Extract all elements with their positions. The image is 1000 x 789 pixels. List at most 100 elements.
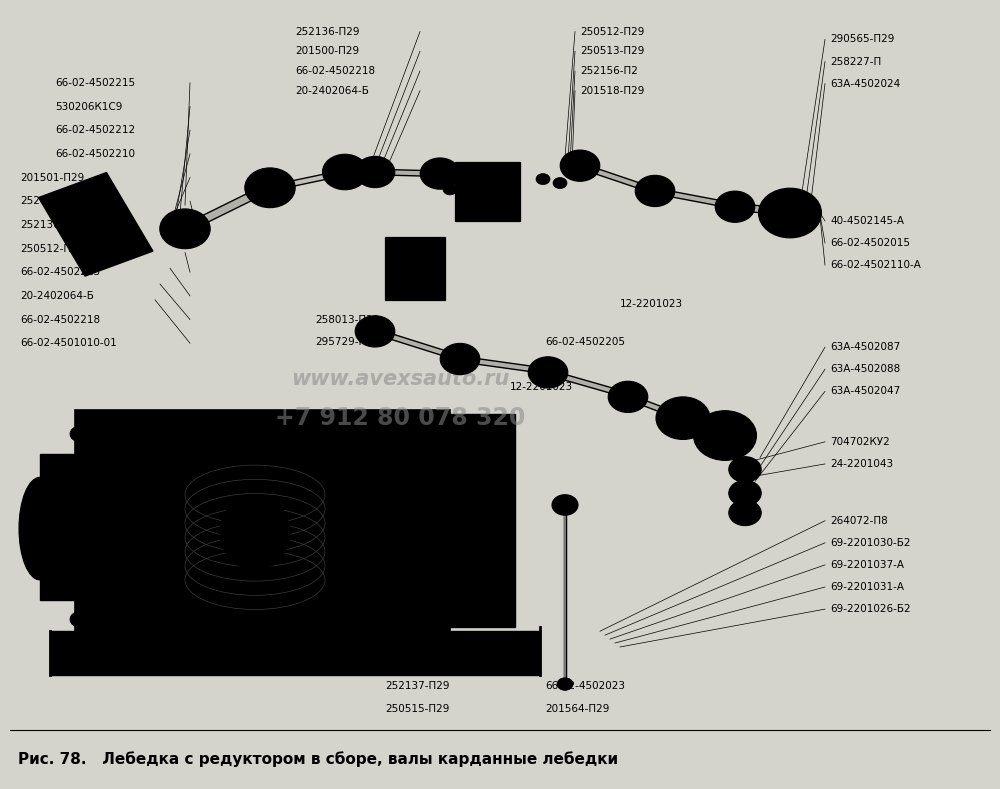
Text: 250512-П29: 250512-П29 [20, 244, 84, 253]
Circle shape [355, 156, 395, 188]
Ellipse shape [173, 216, 182, 226]
Ellipse shape [577, 169, 583, 176]
Text: 252006-П29: 252006-П29 [20, 196, 84, 206]
Circle shape [569, 157, 591, 174]
Ellipse shape [562, 163, 572, 168]
Ellipse shape [720, 419, 730, 431]
Ellipse shape [340, 160, 347, 169]
Ellipse shape [164, 229, 176, 236]
Text: 201564-П29: 201564-П29 [545, 704, 609, 713]
Ellipse shape [354, 169, 366, 174]
Text: 66-02-4502015: 66-02-4502015 [830, 238, 910, 248]
Bar [440, 414, 515, 627]
Circle shape [528, 357, 568, 388]
Ellipse shape [194, 222, 206, 229]
Text: 252156-П2: 252156-П2 [580, 66, 638, 76]
Text: 24-2201043: 24-2201043 [830, 459, 893, 469]
Ellipse shape [263, 174, 271, 185]
Ellipse shape [168, 448, 342, 617]
Text: 66-02-4502212: 66-02-4502212 [55, 125, 135, 135]
Circle shape [353, 160, 367, 171]
Text: 66-02-4502010-А: 66-02-4502010-А [405, 469, 496, 479]
Ellipse shape [588, 163, 598, 168]
Text: 20-2402064-Б: 20-2402064-Б [295, 86, 369, 95]
Ellipse shape [730, 467, 738, 472]
Ellipse shape [611, 392, 620, 397]
Text: 704702КУ2: 704702КУ2 [830, 437, 890, 447]
Ellipse shape [422, 171, 432, 176]
Text: 66-02-4502218: 66-02-4502218 [20, 315, 100, 324]
Circle shape [635, 175, 675, 207]
Ellipse shape [742, 504, 748, 510]
Text: 66-02-4502015: 66-02-4502015 [405, 425, 485, 435]
Ellipse shape [752, 510, 760, 515]
Circle shape [759, 188, 822, 238]
Text: 69-2201030-Б2: 69-2201030-Б2 [830, 538, 910, 548]
Text: 63А-4502087: 63А-4502087 [830, 342, 900, 352]
Bar [385, 237, 445, 300]
Circle shape [256, 177, 284, 199]
Text: 291554-П29: 291554-П29 [385, 660, 450, 669]
Ellipse shape [437, 163, 443, 170]
Ellipse shape [577, 155, 583, 163]
Circle shape [70, 426, 90, 442]
Ellipse shape [742, 495, 748, 502]
Text: 252136-П29: 252136-П29 [295, 27, 360, 36]
Circle shape [736, 506, 754, 520]
Text: 258227-П: 258227-П [830, 57, 881, 66]
Ellipse shape [717, 203, 727, 208]
Circle shape [536, 174, 550, 185]
Text: 40-4502145-А: 40-4502145-А [830, 216, 904, 226]
Ellipse shape [752, 467, 760, 472]
Text: 290565-П29: 290565-П29 [830, 35, 894, 44]
Ellipse shape [742, 515, 748, 522]
Circle shape [364, 323, 386, 340]
Text: 66-02-4502023: 66-02-4502023 [545, 682, 625, 691]
Circle shape [729, 457, 761, 482]
Circle shape [708, 421, 742, 450]
Text: 201501-П29: 201501-П29 [20, 173, 84, 182]
Ellipse shape [220, 495, 290, 570]
Text: 66-02-4502215: 66-02-4502215 [20, 267, 100, 277]
Ellipse shape [730, 510, 738, 515]
Circle shape [553, 178, 567, 189]
Ellipse shape [636, 397, 645, 402]
Ellipse shape [620, 399, 627, 407]
Text: 264072-П8: 264072-П8 [830, 516, 888, 525]
Circle shape [449, 350, 471, 368]
Circle shape [552, 495, 578, 515]
Bar [50, 631, 540, 675]
Text: 66-02-4502210: 66-02-4502210 [55, 149, 135, 159]
Ellipse shape [468, 357, 478, 361]
Ellipse shape [457, 362, 463, 369]
Ellipse shape [86, 466, 114, 600]
Ellipse shape [659, 413, 672, 419]
Ellipse shape [368, 321, 375, 329]
Ellipse shape [734, 196, 740, 204]
Circle shape [429, 165, 451, 182]
Text: 201500-П29: 201500-П29 [295, 47, 359, 56]
Text: 250515-П29: 250515-П29 [385, 704, 449, 713]
Text: +7 912 80 078 320: +7 912 80 078 320 [275, 406, 525, 430]
Circle shape [724, 198, 746, 215]
Text: 63А-4502047: 63А-4502047 [830, 387, 900, 396]
Circle shape [656, 397, 710, 439]
Ellipse shape [269, 191, 277, 201]
Ellipse shape [357, 331, 367, 335]
Ellipse shape [188, 232, 197, 241]
Circle shape [557, 678, 573, 690]
Circle shape [736, 486, 754, 500]
Ellipse shape [343, 175, 350, 184]
Ellipse shape [648, 193, 655, 201]
Ellipse shape [543, 375, 549, 383]
Text: 69-2201026-Б2: 69-2201026-Б2 [830, 604, 911, 614]
Circle shape [736, 462, 754, 477]
Circle shape [435, 611, 455, 627]
Ellipse shape [742, 461, 748, 467]
Ellipse shape [442, 357, 452, 361]
Text: 530206К1С9: 530206К1С9 [55, 102, 122, 111]
Text: 63А-4502024: 63А-4502024 [830, 79, 900, 88]
Bar [39, 173, 153, 276]
Ellipse shape [683, 404, 692, 414]
Circle shape [463, 188, 477, 199]
